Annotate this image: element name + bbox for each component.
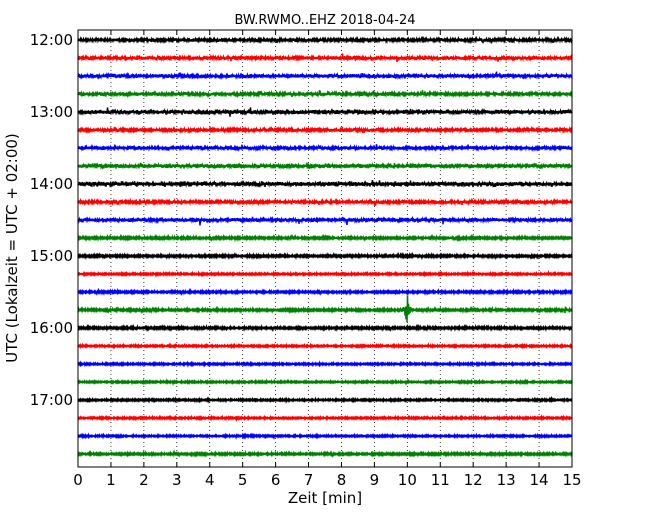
- x-tick-label-3: 3: [172, 471, 182, 489]
- x-tick-label-14: 14: [530, 471, 549, 489]
- trace-1230: [77, 71, 573, 81]
- trace-1430: [77, 215, 573, 226]
- x-tick-label-4: 4: [205, 471, 215, 489]
- x-tick-label-8: 8: [337, 471, 347, 489]
- x-axis-ticks: 0 1 2 3 4 5 6 7 8 9 10 11 12 13 14 15: [73, 30, 582, 489]
- trace-1445: [77, 233, 573, 243]
- y-axis-ticks: 12:00 13:00 14:00 15:00 16:00 17:00: [30, 31, 572, 409]
- trace-1630: [77, 360, 573, 369]
- x-tick-label-9: 9: [370, 471, 380, 489]
- y-tick-label-1: 13:00: [30, 103, 73, 121]
- chart-title: BW.RWMO..EHZ 2018-04-24: [234, 13, 415, 28]
- x-tick-label-6: 6: [271, 471, 281, 489]
- trace-1500: [77, 251, 573, 261]
- trace-1700: [77, 395, 573, 404]
- y-tick-label-5: 17:00: [30, 391, 73, 409]
- seismic-traces: [77, 35, 573, 459]
- x-tick-label-12: 12: [464, 471, 483, 489]
- trace-1730: [77, 432, 573, 441]
- trace-1600: [77, 323, 573, 333]
- trace-1615: [77, 342, 573, 350]
- trace-1345: [77, 161, 573, 171]
- y-tick-label-3: 15:00: [30, 247, 73, 265]
- trace-1515: [77, 269, 573, 278]
- x-tick-label-5: 5: [238, 471, 248, 489]
- trace-1245: [77, 89, 573, 99]
- trace-1400: [77, 179, 573, 189]
- x-tick-label-10: 10: [398, 471, 417, 489]
- x-tick-label-7: 7: [304, 471, 314, 489]
- vertical-grid: [110, 30, 540, 467]
- trace-1300: [77, 107, 573, 117]
- y-tick-label-4: 16:00: [30, 319, 73, 337]
- y-tick-label-0: 12:00: [30, 31, 73, 49]
- trace-1200: [77, 35, 573, 45]
- trace-1530: [77, 287, 573, 297]
- trace-1745: [77, 449, 573, 459]
- trace-1215: [77, 53, 573, 63]
- trace-1715: [77, 413, 573, 422]
- y-axis-label: UTC (Lokalzeit = UTC + 02:00): [3, 133, 21, 363]
- x-tick-label-11: 11: [431, 471, 450, 489]
- x-tick-label-13: 13: [497, 471, 516, 489]
- x-tick-label-2: 2: [139, 471, 149, 489]
- x-tick-label-0: 0: [73, 471, 83, 489]
- y-tick-label-2: 14:00: [30, 175, 73, 193]
- trace-1330: [77, 143, 573, 153]
- plot-frame: [77, 29, 573, 468]
- trace-1545: [77, 295, 573, 323]
- trace-1645: [77, 378, 573, 387]
- x-axis-label: Zeit [min]: [288, 489, 362, 507]
- x-tick-label-15: 15: [562, 471, 581, 489]
- trace-1415: [77, 197, 573, 207]
- x-tick-label-1: 1: [106, 471, 116, 489]
- trace-1315: [77, 125, 573, 135]
